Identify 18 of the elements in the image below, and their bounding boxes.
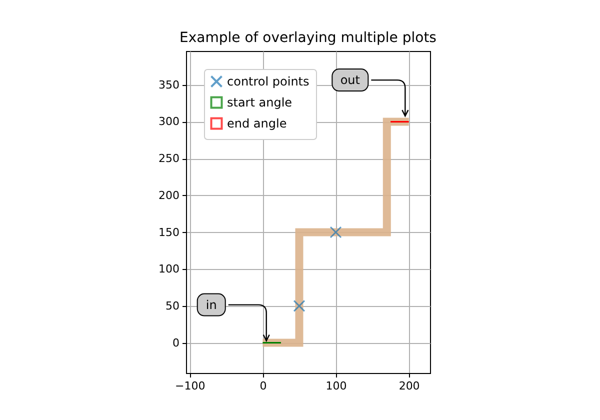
legend-label: end angle: [227, 116, 287, 130]
chart-title: Example of overlaying multiple plots: [180, 30, 436, 46]
y-tick-label: 250: [158, 152, 180, 166]
y-tick-label: 300: [158, 115, 180, 128]
x-tick-label: 0: [260, 380, 267, 392]
y-tick-label: 150: [158, 226, 180, 239]
legend-label: start angle: [227, 96, 292, 110]
y-tick-label: 100: [158, 262, 180, 276]
annotation: in: [206, 298, 217, 312]
x-tick-label: 200: [398, 380, 420, 392]
y-tick-label: 350: [158, 78, 180, 92]
y-tick-label: 0: [172, 336, 180, 350]
annotation: out: [340, 73, 360, 88]
x-tick-label: −100: [175, 380, 206, 392]
y-tick-label: 50: [166, 299, 180, 312]
legend-label: control points: [227, 74, 310, 88]
y-tick-label: 200: [158, 188, 180, 202]
x-tick-label: 100: [326, 380, 347, 392]
